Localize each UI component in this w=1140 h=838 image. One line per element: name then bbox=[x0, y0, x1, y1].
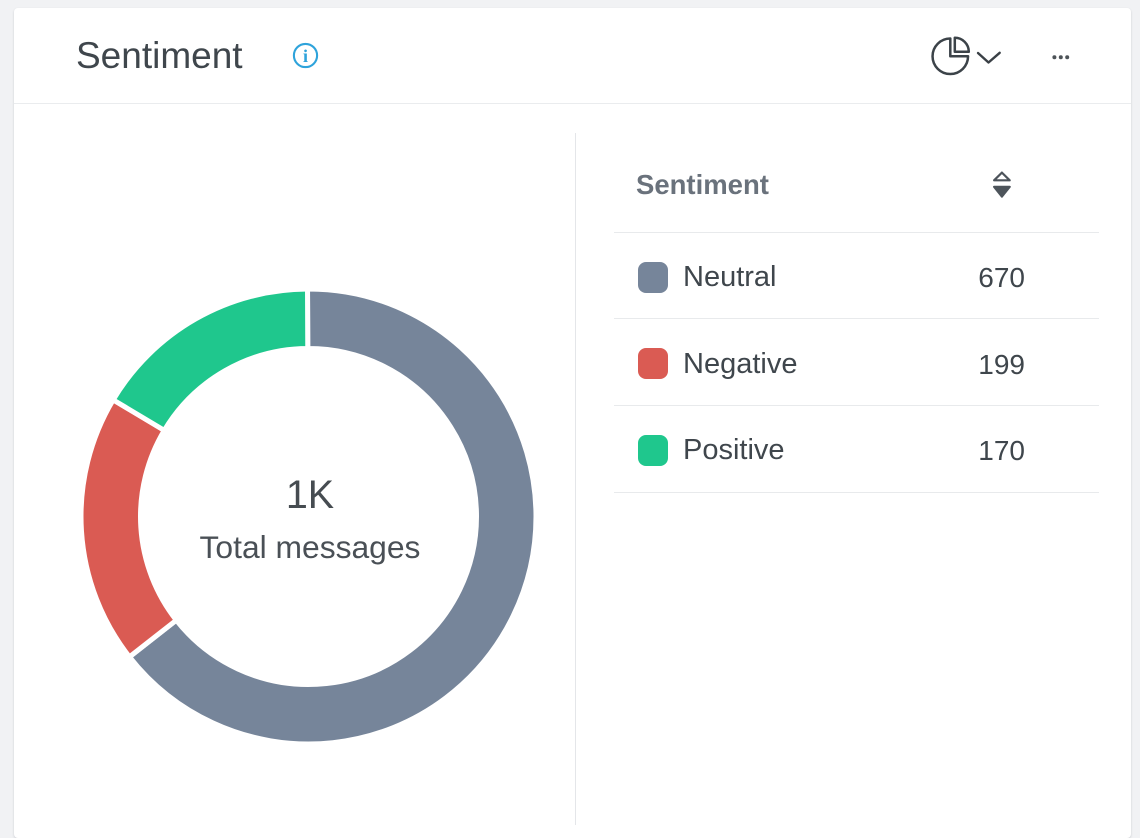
svg-text:i: i bbox=[303, 46, 308, 66]
